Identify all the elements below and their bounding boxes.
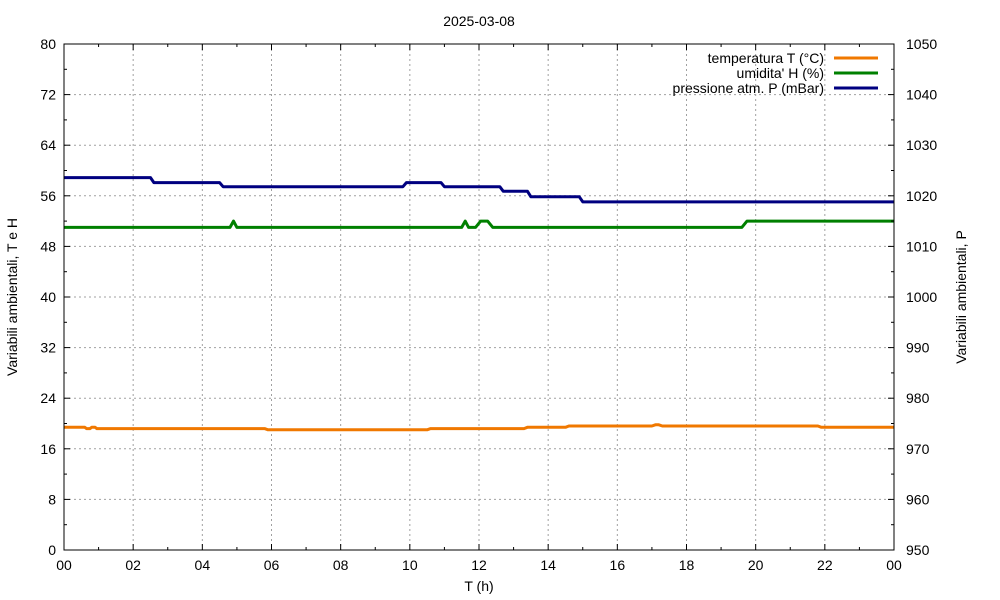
- y-left-tick-label: 80: [40, 36, 56, 52]
- y-left-tick-label: 0: [48, 542, 56, 558]
- x-tick-label: 16: [610, 557, 626, 573]
- y-right-tick-label: 990: [906, 340, 930, 356]
- y-left-tick-label: 48: [40, 238, 56, 254]
- y-right-tick-label: 980: [906, 390, 930, 406]
- legend-label: pressione atm. P (mBar): [673, 80, 824, 96]
- y-right-tick-label: 1020: [906, 188, 937, 204]
- y-left-tick-label: 72: [40, 87, 56, 103]
- y-left-tick-label: 40: [40, 289, 56, 305]
- y-right-tick-label: 1010: [906, 238, 937, 254]
- y-axis-right-label: Variabili ambientali, P: [953, 230, 969, 364]
- x-tick-label: 00: [886, 557, 902, 573]
- x-tick-label: 00: [56, 557, 72, 573]
- x-tick-label: 08: [333, 557, 349, 573]
- y-right-tick-label: 960: [906, 491, 930, 507]
- series-lines: [64, 176, 894, 432]
- y-right-tick-label: 1000: [906, 289, 937, 305]
- chart-title: 2025-03-08: [443, 13, 515, 29]
- axis-ticks: [63, 43, 895, 551]
- y-left-tick-label: 24: [40, 390, 56, 406]
- x-tick-label: 14: [540, 557, 556, 573]
- humidity-series-line: [64, 219, 894, 229]
- x-tick-label: 02: [125, 557, 141, 573]
- x-tick-label: 12: [471, 557, 487, 573]
- y-left-tick-label: 16: [40, 441, 56, 457]
- y-right-tick-label: 950: [906, 542, 930, 558]
- x-tick-label: 04: [195, 557, 211, 573]
- x-axis-label: T (h): [464, 578, 493, 594]
- temperature-series-line: [64, 423, 894, 432]
- y-left-tick-label: 64: [40, 137, 56, 153]
- y-right-tick-label: 1050: [906, 36, 937, 52]
- pressure-series-line: [64, 176, 894, 204]
- y-left-tick-label: 56: [40, 188, 56, 204]
- legend-label: temperatura T (°C): [708, 50, 824, 66]
- y-right-tick-label: 1030: [906, 137, 937, 153]
- y-left-tick-label: 32: [40, 340, 56, 356]
- axis-tick-labels: 00 02 04 06 08 10 12 14 16 18 20 22 0008162432404856…: [40, 36, 937, 573]
- legend-label: umidita' H (%): [737, 65, 824, 81]
- x-tick-label: 22: [817, 557, 833, 573]
- y-right-tick-label: 970: [906, 441, 930, 457]
- y-right-tick-label: 1040: [906, 87, 937, 103]
- y-left-tick-label: 8: [48, 491, 56, 507]
- x-tick-label: 10: [402, 557, 418, 573]
- x-tick-label: 18: [679, 557, 695, 573]
- legend: temperatura T (°C)umidita' H (%)pression…: [673, 50, 878, 96]
- x-tick-label: 20: [748, 557, 764, 573]
- grid-lines: [64, 44, 894, 550]
- y-axis-left-label: Variabili ambientali, T e H: [4, 218, 20, 376]
- x-tick-label: 06: [264, 557, 280, 573]
